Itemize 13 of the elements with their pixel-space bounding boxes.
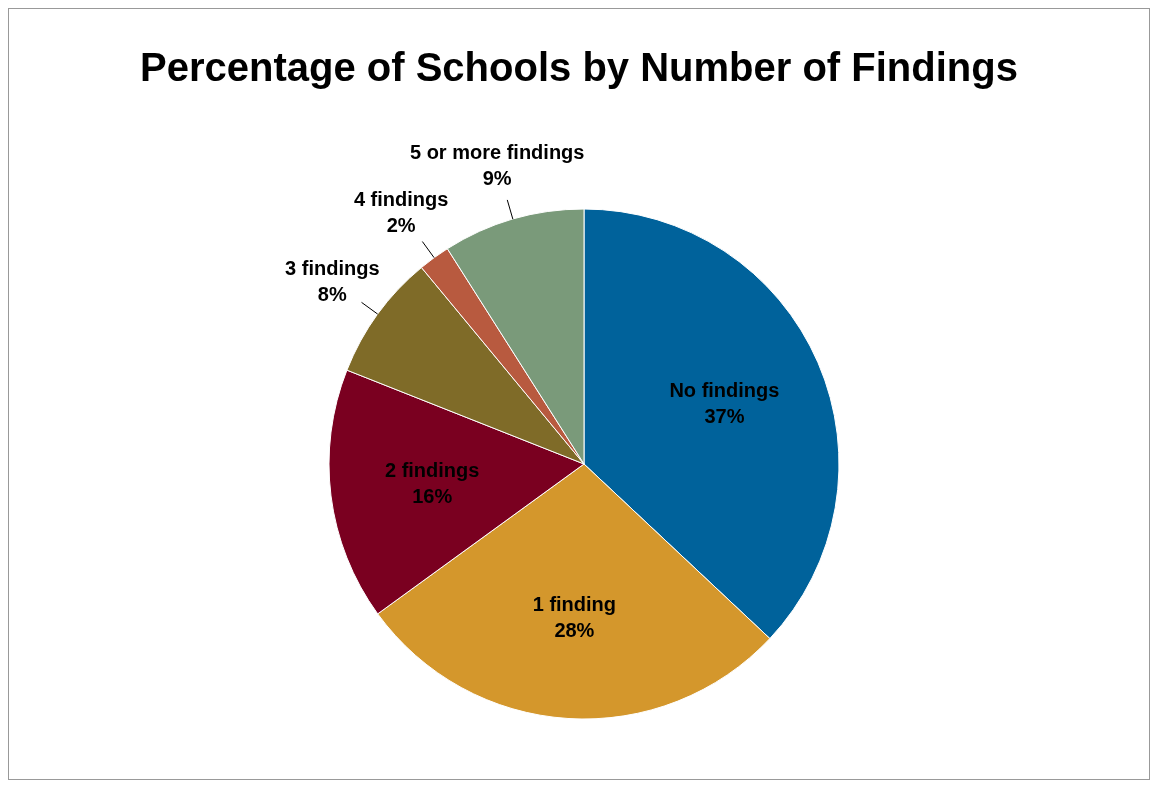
data-label: 28% [554,618,595,641]
slice-label: 4 findings [353,188,449,211]
slice-label: 3 findings [285,257,380,280]
slice-label: No findings [669,379,780,402]
slice-label: 5 or more findings [409,141,585,164]
data-label: 37% [704,405,745,428]
data-label: 16% [412,485,453,508]
slice-label: 2 findings [384,459,480,482]
data-label: 9% [482,167,512,190]
chart-title: Percentage of Schools by Number of Findings [139,45,1019,91]
data-label: 2% [386,214,416,237]
slice-label: 1 finding [532,592,617,615]
data-label: 8% [317,283,347,306]
